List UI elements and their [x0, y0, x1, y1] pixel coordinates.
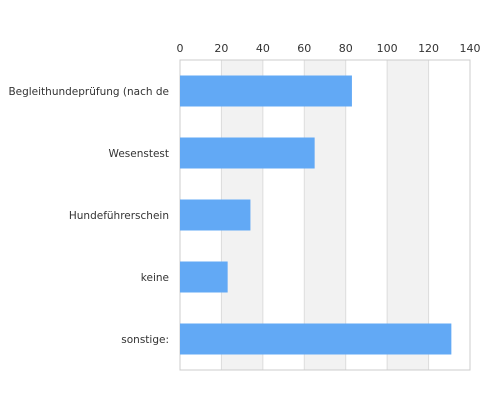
category-label: keine: [141, 272, 169, 284]
bar: [180, 137, 315, 169]
x-tick-label: 20: [214, 42, 228, 55]
x-axis-ticks: 0 20 40 60 80 100 120 140: [177, 42, 481, 55]
bar: [180, 261, 228, 293]
x-tick-label: 80: [339, 42, 353, 55]
x-tick-label: 100: [377, 42, 398, 55]
x-tick-label: 140: [460, 42, 481, 55]
category-label: sonstige:: [121, 334, 169, 346]
x-tick-label: 60: [297, 42, 311, 55]
grid-band: [304, 60, 346, 370]
x-tick-label: 0: [177, 42, 184, 55]
x-tick-label: 40: [256, 42, 270, 55]
category-label: Begleithundeprüfung (nach de: [8, 86, 169, 98]
bars: [180, 75, 452, 355]
bar: [180, 199, 251, 231]
bar: [180, 75, 352, 107]
grid-band: [387, 60, 429, 370]
category-labels: Begleithundeprüfung (nach de Wesenstest Hu…: [8, 86, 169, 346]
bar: [180, 323, 452, 355]
x-tick-label: 120: [418, 42, 439, 55]
category-label: Wesenstest: [109, 148, 169, 160]
grid-bands: [221, 60, 429, 370]
category-label: Hundeführerschein: [69, 210, 169, 222]
